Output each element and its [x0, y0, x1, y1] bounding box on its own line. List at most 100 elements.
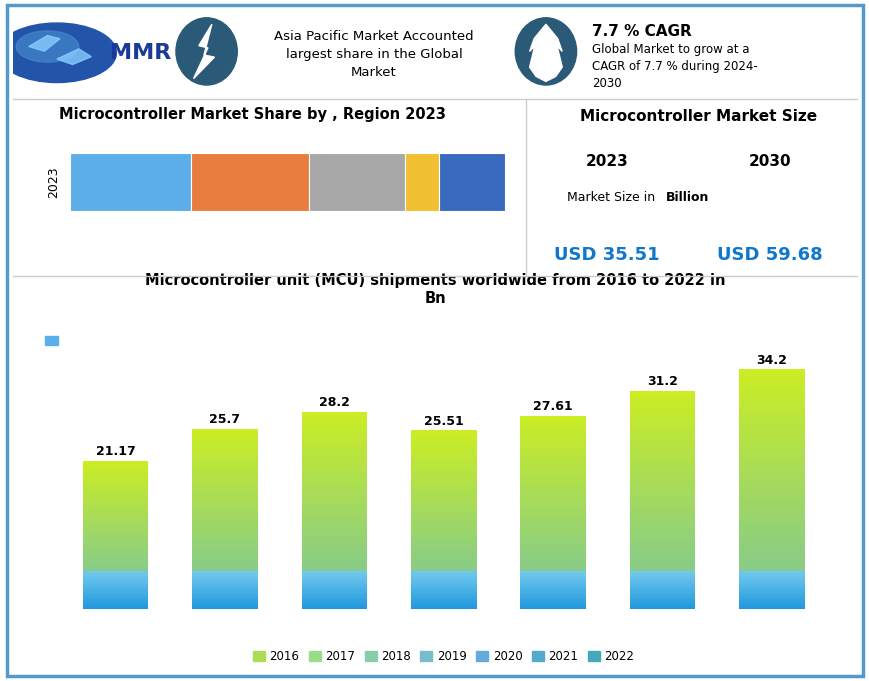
Bar [192, 483, 257, 486]
Bar [629, 419, 694, 423]
Bar [629, 604, 694, 607]
Bar [192, 526, 257, 528]
Bar [738, 511, 804, 515]
Bar [520, 465, 585, 469]
Bar [520, 576, 585, 579]
Bar [520, 428, 585, 431]
Bar [83, 501, 149, 503]
Bar [70, 153, 191, 211]
Bar [192, 509, 257, 511]
Bar [83, 547, 149, 549]
Bar [192, 560, 257, 563]
Text: 28.2: 28.2 [319, 396, 349, 409]
Bar [83, 599, 149, 602]
Bar [410, 594, 476, 597]
Bar [83, 579, 149, 581]
Bar [302, 581, 367, 584]
Bar [302, 481, 367, 485]
Bar [738, 385, 804, 390]
Bar [410, 450, 476, 453]
Bar [629, 599, 694, 602]
Bar [629, 503, 694, 506]
Bar [520, 515, 585, 518]
Bar [629, 495, 694, 498]
Bar [83, 558, 149, 560]
Bar [738, 581, 804, 584]
Bar [738, 584, 804, 586]
Text: Microcontroller Market Size: Microcontroller Market Size [579, 108, 816, 123]
Bar [520, 456, 585, 459]
Bar [83, 581, 149, 584]
Bar [738, 547, 804, 551]
Bar [410, 456, 476, 458]
Bar [738, 559, 804, 563]
Bar [302, 529, 367, 533]
Bar [192, 494, 257, 497]
Bar [410, 560, 476, 563]
Bar [192, 545, 257, 548]
Bar [192, 607, 257, 609]
Bar [302, 568, 367, 571]
Bar [629, 441, 694, 445]
Bar [302, 565, 367, 568]
Bar [738, 551, 804, 555]
Bar [192, 548, 257, 551]
Bar [410, 512, 476, 515]
Bar [302, 466, 367, 469]
Bar [302, 424, 367, 428]
Bar [738, 535, 804, 539]
Bar [738, 571, 804, 573]
Bar [738, 602, 804, 604]
Bar [302, 453, 367, 456]
Bar [302, 599, 367, 602]
Bar [192, 477, 257, 480]
Bar [738, 494, 804, 498]
Bar [410, 436, 476, 439]
Bar [83, 465, 149, 468]
Bar [83, 470, 149, 472]
Bar [302, 607, 367, 609]
Bar [83, 468, 149, 470]
Bar [302, 498, 367, 501]
Bar [192, 455, 257, 458]
Bar [629, 445, 694, 448]
Bar [738, 599, 804, 602]
Bar [302, 456, 367, 460]
Bar [629, 594, 694, 597]
Bar [629, 423, 694, 426]
Bar [738, 390, 804, 394]
Bar [83, 597, 149, 599]
Bar [302, 415, 367, 418]
Bar [83, 518, 149, 520]
Bar [520, 481, 585, 484]
Text: Microcontroller unit (MCU) shipments worldwide from 2016 to 2022 in
Bn: Microcontroller unit (MCU) shipments wor… [144, 273, 725, 306]
Bar [410, 535, 476, 537]
Bar [410, 458, 476, 461]
Bar [520, 562, 585, 565]
Bar [520, 490, 585, 493]
Bar [520, 503, 585, 506]
Bar [629, 571, 694, 573]
Bar [520, 556, 585, 558]
Bar [83, 569, 149, 571]
Bar [629, 484, 694, 488]
Text: 25.51: 25.51 [423, 415, 463, 428]
Bar [410, 599, 476, 602]
Circle shape [176, 18, 237, 85]
Bar [738, 466, 804, 470]
Bar [302, 485, 367, 488]
Bar [302, 584, 367, 586]
Bar [410, 551, 476, 554]
Bar [302, 479, 367, 481]
Bar [192, 573, 257, 576]
Bar [629, 589, 694, 592]
Bar [302, 488, 367, 491]
Bar [629, 539, 694, 542]
Bar [738, 576, 804, 579]
Bar [192, 557, 257, 560]
Bar [738, 478, 804, 482]
Bar [83, 522, 149, 524]
Bar [520, 462, 585, 465]
Bar [83, 509, 149, 511]
Bar [410, 439, 476, 442]
